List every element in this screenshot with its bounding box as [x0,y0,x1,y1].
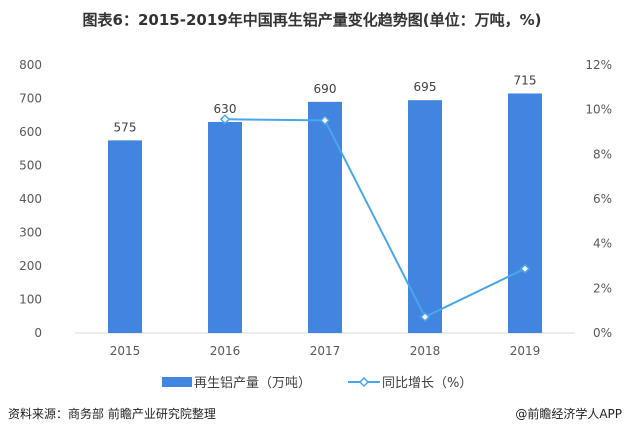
x-tick-label: 2015 [110,344,141,358]
y-left-tick-label: 100 [19,293,42,307]
growth-point [519,263,531,274]
y-right-tick-label: 8% [593,147,612,161]
x-tick-label: 2018 [410,344,441,358]
bar [208,121,242,333]
legend-bar-swatch [162,377,192,387]
y-left-tick-label: 0 [34,326,42,340]
y-right-tick-label: 6% [593,192,612,206]
bar [308,101,342,333]
x-tick-label: 2019 [510,344,541,358]
y-right-tick-label: 10% [585,103,612,117]
growth-point [219,114,231,125]
bar-data-label: 630 [214,102,237,116]
bar-data-label: 690 [314,82,337,96]
y-left-tick-label: 500 [19,159,42,173]
bar-data-label: 715 [514,73,537,87]
y-left-tick-label: 600 [19,125,42,139]
legend-line-marker [358,376,370,388]
y-left-tick-label: 200 [19,259,42,273]
bar-data-label: 695 [414,80,437,94]
bar [408,100,442,333]
growth-line [224,118,526,319]
bar [108,140,142,333]
growth-point [419,311,431,322]
source-note: 资料来源：商务部 前瞻产业研究院整理 [8,406,216,421]
y-right-tick-label: 2% [593,281,612,295]
x-tick-label: 2016 [210,344,241,358]
y-right-tick-label: 12% [585,58,612,72]
y-left-tick-label: 800 [19,58,42,72]
legend-bar-label: 再生铝产量（万吨） [194,376,311,391]
y-left-tick-label: 700 [19,92,42,106]
brand-note: @前瞻经济学人APP [515,406,622,421]
y-left-tick-label: 300 [19,226,42,240]
y-left-tick-label: 400 [19,192,42,206]
chart-title: 图表6：2015-2019年中国再生铝产量变化趋势图(单位：万吨，%) [83,11,542,29]
bar [508,93,542,333]
y-right-tick-label: 4% [593,237,612,251]
growth-point [319,115,331,126]
x-tick-label: 2017 [310,344,341,358]
legend: 再生铝产量（万吨） 同比增长（%） [162,376,472,391]
y-right-tick-label: 0% [593,326,612,340]
bar-data-label: 575 [114,120,137,134]
legend-line-label: 同比增长（%） [382,376,472,391]
